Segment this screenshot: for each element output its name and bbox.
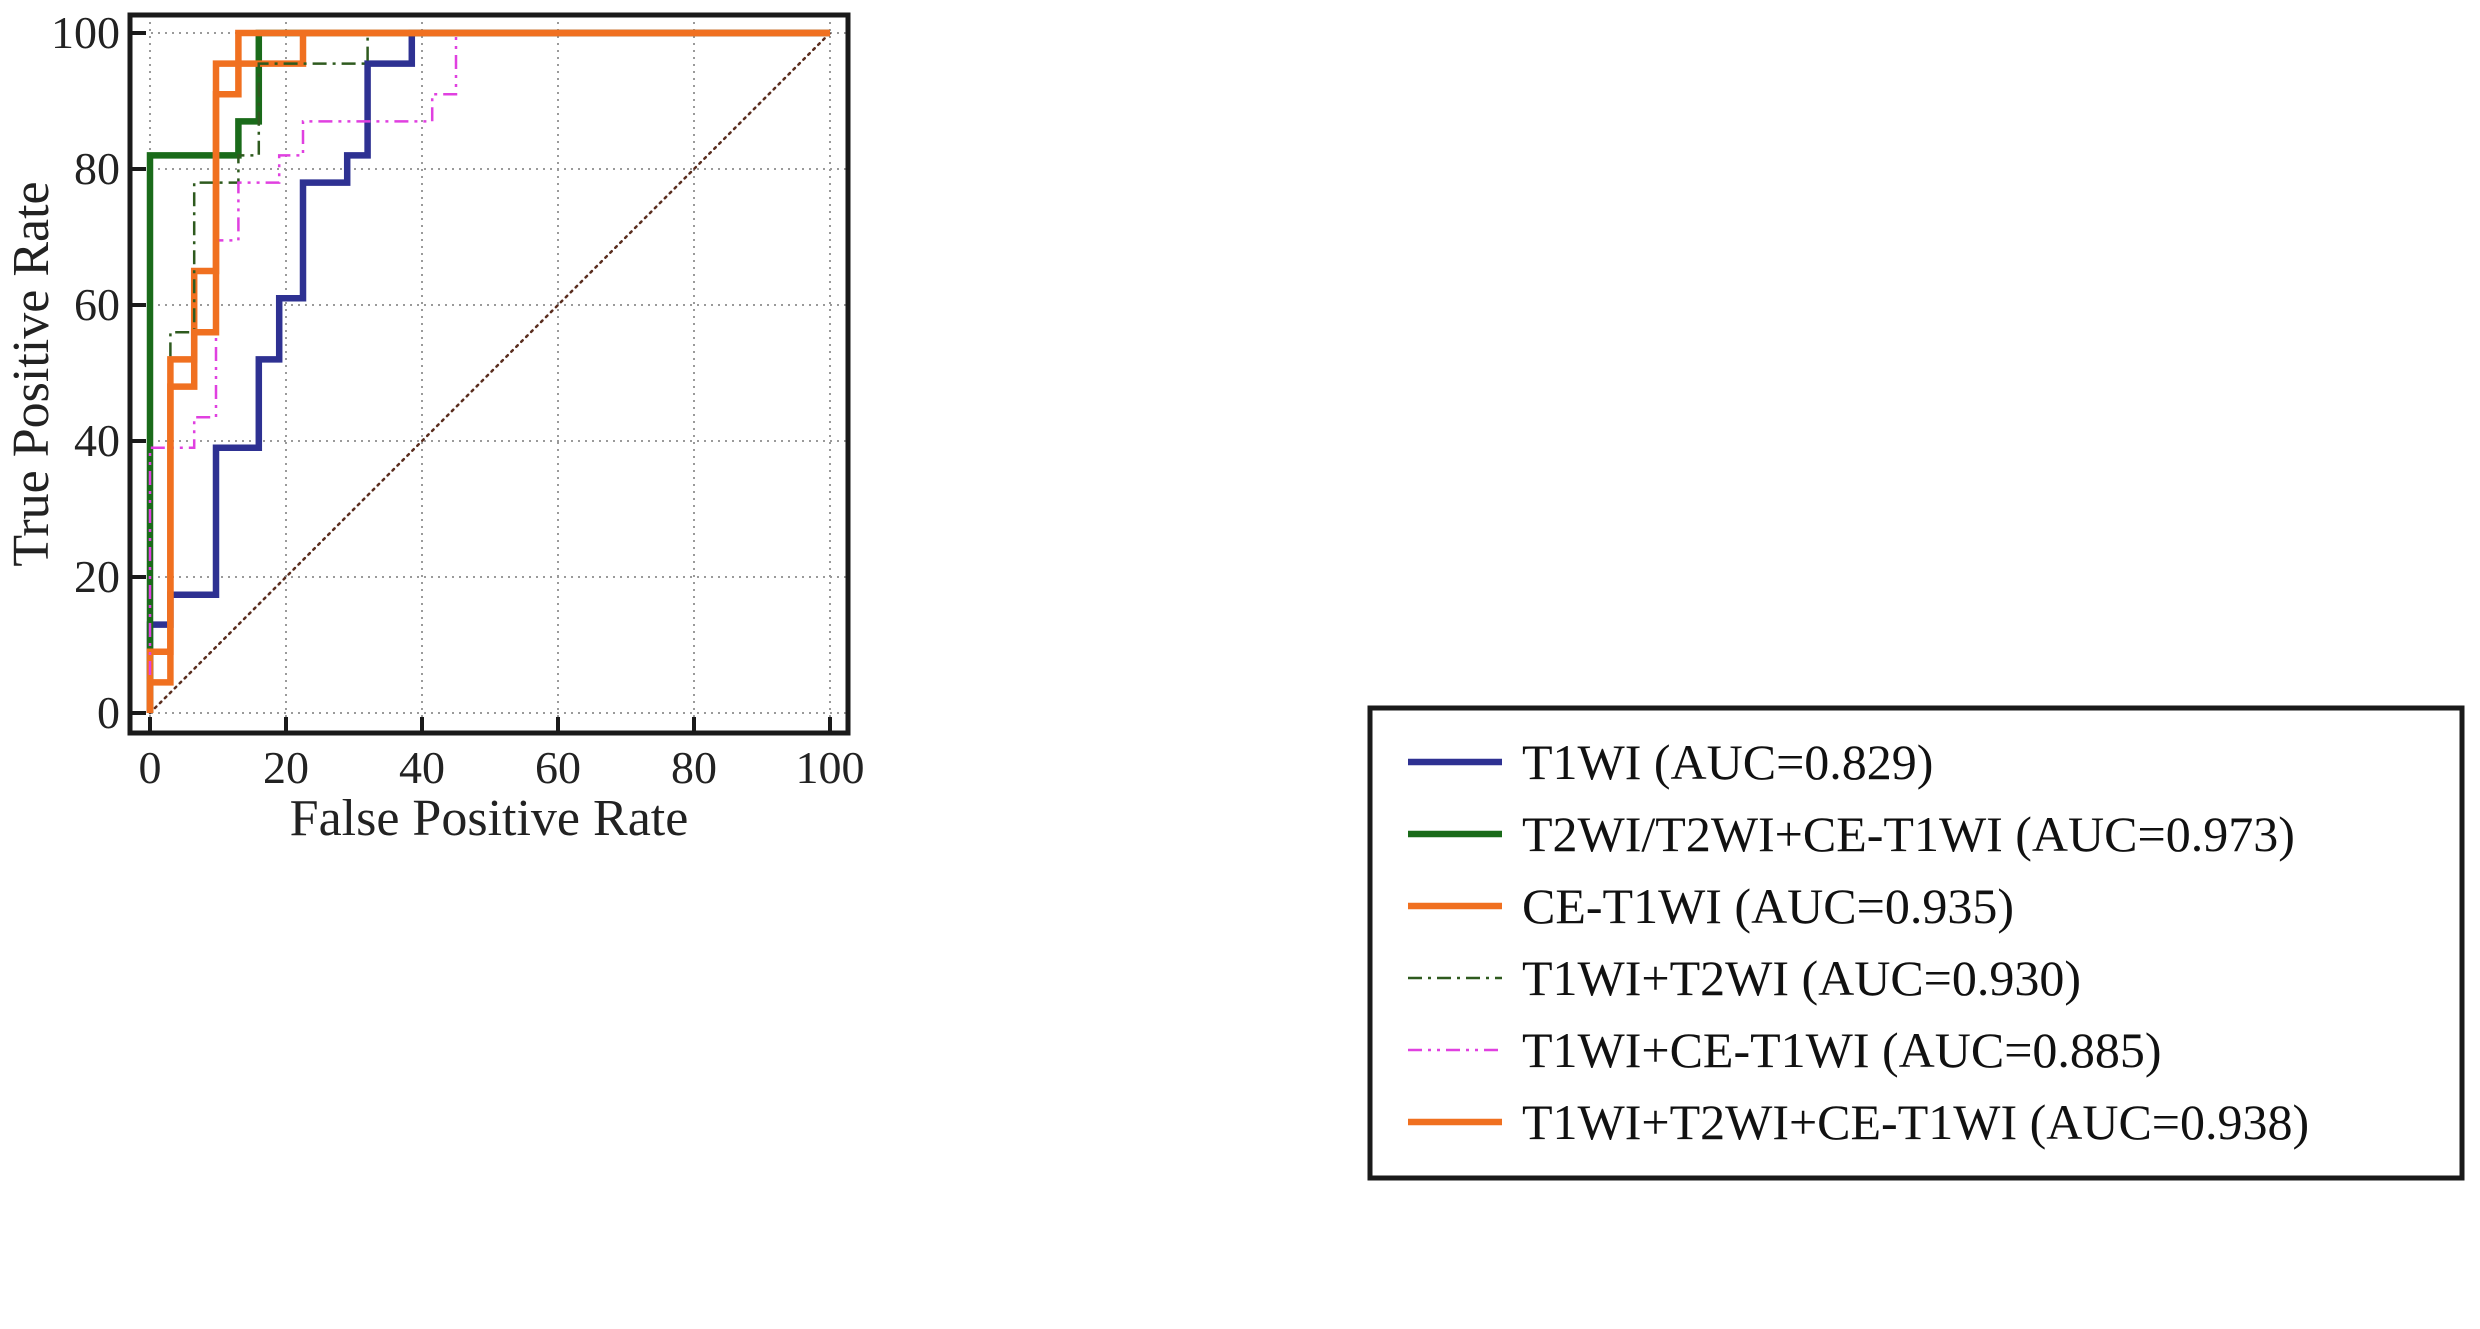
legend-box	[1367, 705, 2465, 1181]
x-tick-label: 40	[399, 742, 445, 793]
x-tick-label: 100	[796, 742, 865, 793]
legend-label-1: T1WI (AUC=0.829)	[1522, 734, 1933, 790]
y-tick-label: 60	[74, 279, 120, 330]
legend: T1WI (AUC=0.829) T2WI/T2WI+CE-T1WI (AUC=0…	[1367, 705, 2465, 1181]
x-axis-title: False Positive Rate	[290, 790, 689, 847]
series-line-6	[146, 29, 830, 713]
x-tick-label: 20	[263, 742, 309, 793]
reference-diagonal	[148, 31, 832, 715]
x-tick-label: 60	[535, 742, 581, 793]
series-layer	[146, 29, 830, 713]
legend-label-4: T1WI+T2WI (AUC=0.930)	[1522, 950, 2081, 1006]
series-line-4	[148, 31, 830, 713]
legend-label-2: T2WI/T2WI+CE-T1WI (AUC=0.973)	[1522, 806, 2295, 862]
series-line-2	[146, 29, 830, 713]
x-tick-label: 80	[671, 742, 717, 793]
y-tick-label: 0	[97, 687, 120, 738]
series-line-3	[146, 29, 830, 713]
x-tick-label: 0	[139, 742, 162, 793]
y-tick-label: 80	[74, 143, 120, 194]
grid	[130, 15, 848, 733]
y-tick-label: 20	[74, 551, 120, 602]
y-tick-label: 100	[51, 7, 120, 58]
legend-label-3: CE-T1WI (AUC=0.935)	[1522, 878, 2014, 934]
axis-ticks: 0 20 40 60 80 100 0 20 40 60 80 100	[51, 7, 865, 793]
plot-frame	[127, 12, 851, 736]
legend-label-5: T1WI+CE-T1WI (AUC=0.885)	[1522, 1022, 2162, 1078]
series-line-5	[148, 31, 830, 713]
legend-label-6: T1WI+T2WI+CE-T1WI (AUC=0.938)	[1522, 1094, 2309, 1150]
series-line-1	[146, 29, 830, 713]
y-axis-title: True Positive Rate	[3, 181, 60, 566]
y-tick-label: 40	[74, 415, 120, 466]
